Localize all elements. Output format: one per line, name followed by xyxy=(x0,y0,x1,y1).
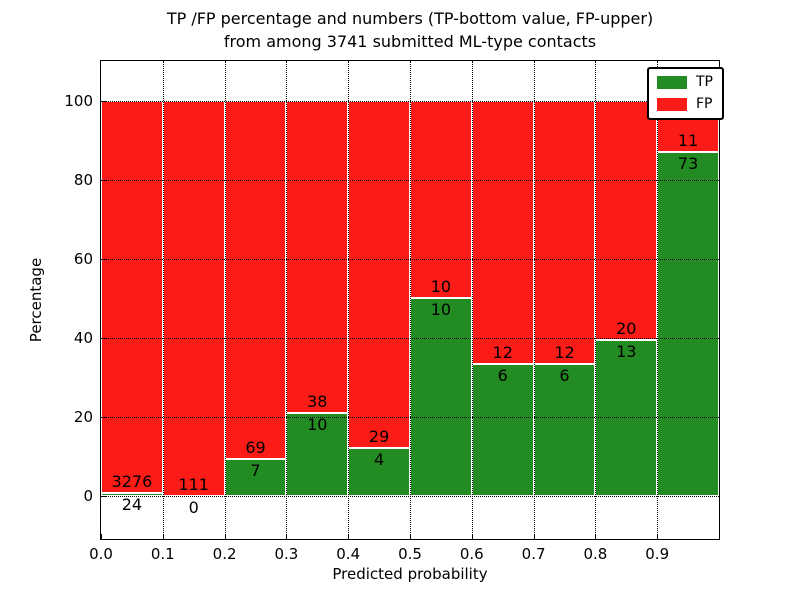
y-tick-mark xyxy=(101,416,106,418)
y-tick-label: 80 xyxy=(73,170,93,189)
bar-segment-tp xyxy=(410,298,472,496)
bar-segment-tp xyxy=(348,447,410,496)
x-tick-label: 0.9 xyxy=(645,545,670,563)
fp-count-label: 11 xyxy=(677,131,699,151)
chart-title-line2: from among 3741 submitted ML-type contac… xyxy=(223,32,597,51)
legend: TP FP xyxy=(647,67,724,120)
bar-segment-tp xyxy=(101,492,163,496)
bar-segment-tp xyxy=(657,152,719,496)
bar-segment-fp xyxy=(286,100,349,414)
fp-legend-label: FP xyxy=(696,96,713,112)
x-tick-label: 0.7 xyxy=(521,545,546,563)
bar-segment-fp xyxy=(101,100,163,493)
x-tick-mark xyxy=(224,534,226,539)
x-tick-mark xyxy=(348,534,350,539)
plot-area: 3276 24 111 0 69 7 38 10 29 4 10 10 12 6 12 6 20 13 11 73 0.… xyxy=(64,60,720,563)
x-tick-label: 0.4 xyxy=(336,545,361,563)
y-axis-label: Percentage xyxy=(27,257,45,343)
y-tick-label: 40 xyxy=(73,328,93,347)
chart-title: TP /FP percentage and numbers (TP-bottom… xyxy=(100,7,720,53)
grid-line-horizontal xyxy=(101,258,719,260)
bar-segment-fp xyxy=(471,100,534,364)
tp-count-label: 4 xyxy=(374,449,385,469)
grid-line-vertical xyxy=(162,61,164,539)
grid-line-horizontal xyxy=(101,416,719,418)
grid-line-vertical xyxy=(657,61,659,539)
tp-count-label: 13 xyxy=(616,341,637,361)
bar-segment-tp xyxy=(471,363,534,496)
x-tick-mark xyxy=(286,534,288,539)
y-tick-mark xyxy=(101,337,106,339)
x-tick-mark xyxy=(101,534,102,539)
tp-count-label: 10 xyxy=(430,300,452,320)
grid-line-vertical xyxy=(286,61,288,539)
fp-legend-swatch xyxy=(657,97,687,111)
bar-segment-fp xyxy=(348,100,410,448)
tp-legend-label: TP xyxy=(696,74,713,90)
x-tick-mark xyxy=(162,534,164,539)
tp-count-label: 24 xyxy=(121,494,143,514)
fp-count-label: 12 xyxy=(492,343,513,362)
y-tick-mark xyxy=(101,258,106,260)
fp-count-label: 29 xyxy=(368,426,390,446)
bar-segment-fp xyxy=(533,100,596,364)
fp-count-label: 12 xyxy=(554,343,575,362)
y-tick-label: 60 xyxy=(73,249,93,268)
bar-segment-tp xyxy=(224,459,287,496)
bar-segment-fp xyxy=(224,100,287,460)
grid-line-vertical xyxy=(595,61,597,539)
x-tick-mark xyxy=(533,534,535,539)
x-tick-mark xyxy=(657,534,659,539)
legend-item-fp: FP xyxy=(657,96,713,112)
x-tick-label: 0.0 xyxy=(89,545,113,563)
fp-count-label: 20 xyxy=(616,318,637,338)
grid-line-vertical xyxy=(471,61,473,539)
y-tick-mark xyxy=(101,495,106,497)
grid-line-vertical xyxy=(533,61,535,539)
grid-line-vertical xyxy=(348,61,350,539)
x-tick-mark xyxy=(595,534,597,539)
grid-line-horizontal xyxy=(101,179,719,181)
grid-line-vertical xyxy=(224,61,226,539)
fp-count-label: 3276 xyxy=(111,471,153,491)
grid-line-vertical xyxy=(410,61,411,539)
y-tick-label: 100 xyxy=(64,91,93,110)
y-tick-mark xyxy=(101,100,106,102)
bar-segment-fp xyxy=(410,100,472,299)
bar-segment-fp xyxy=(162,100,225,496)
x-tick-label: 0.3 xyxy=(274,545,299,563)
y-tick-label: 0 xyxy=(83,486,93,505)
bar-segment-tp xyxy=(595,339,658,496)
grid-line-horizontal xyxy=(101,100,719,102)
x-tick-mark xyxy=(471,534,473,539)
bar-segment-fp xyxy=(595,100,658,340)
grid-line-horizontal xyxy=(101,337,719,339)
y-tick-label: 20 xyxy=(73,407,93,426)
x-tick-label: 0.6 xyxy=(459,545,484,563)
fp-count-label: 10 xyxy=(430,277,452,297)
tp-count-label: 10 xyxy=(307,415,328,435)
chart-title-line1: TP /FP percentage and numbers (TP-bottom… xyxy=(166,9,654,28)
fp-count-label: 111 xyxy=(178,474,209,494)
tp-legend-swatch xyxy=(657,75,687,89)
fp-count-label: 69 xyxy=(245,438,266,458)
grid-line-horizontal xyxy=(101,495,719,497)
tp-count-label: 6 xyxy=(497,365,508,385)
tp-count-label: 7 xyxy=(250,461,261,481)
y-tick-mark xyxy=(101,179,106,181)
legend-item-tp: TP xyxy=(657,74,713,90)
tp-count-label: 73 xyxy=(677,154,699,174)
tp-count-label: 6 xyxy=(559,365,570,385)
x-axis-label: Predicted probability xyxy=(332,565,488,583)
x-tick-label: 0.8 xyxy=(583,545,608,563)
x-tick-label: 0.5 xyxy=(398,545,422,563)
x-tick-mark xyxy=(410,534,411,539)
x-tick-label: 0.1 xyxy=(150,545,175,563)
x-tick-label: 0.2 xyxy=(212,545,237,563)
tp-count-label: 0 xyxy=(188,497,199,517)
fp-count-label: 38 xyxy=(307,392,328,412)
